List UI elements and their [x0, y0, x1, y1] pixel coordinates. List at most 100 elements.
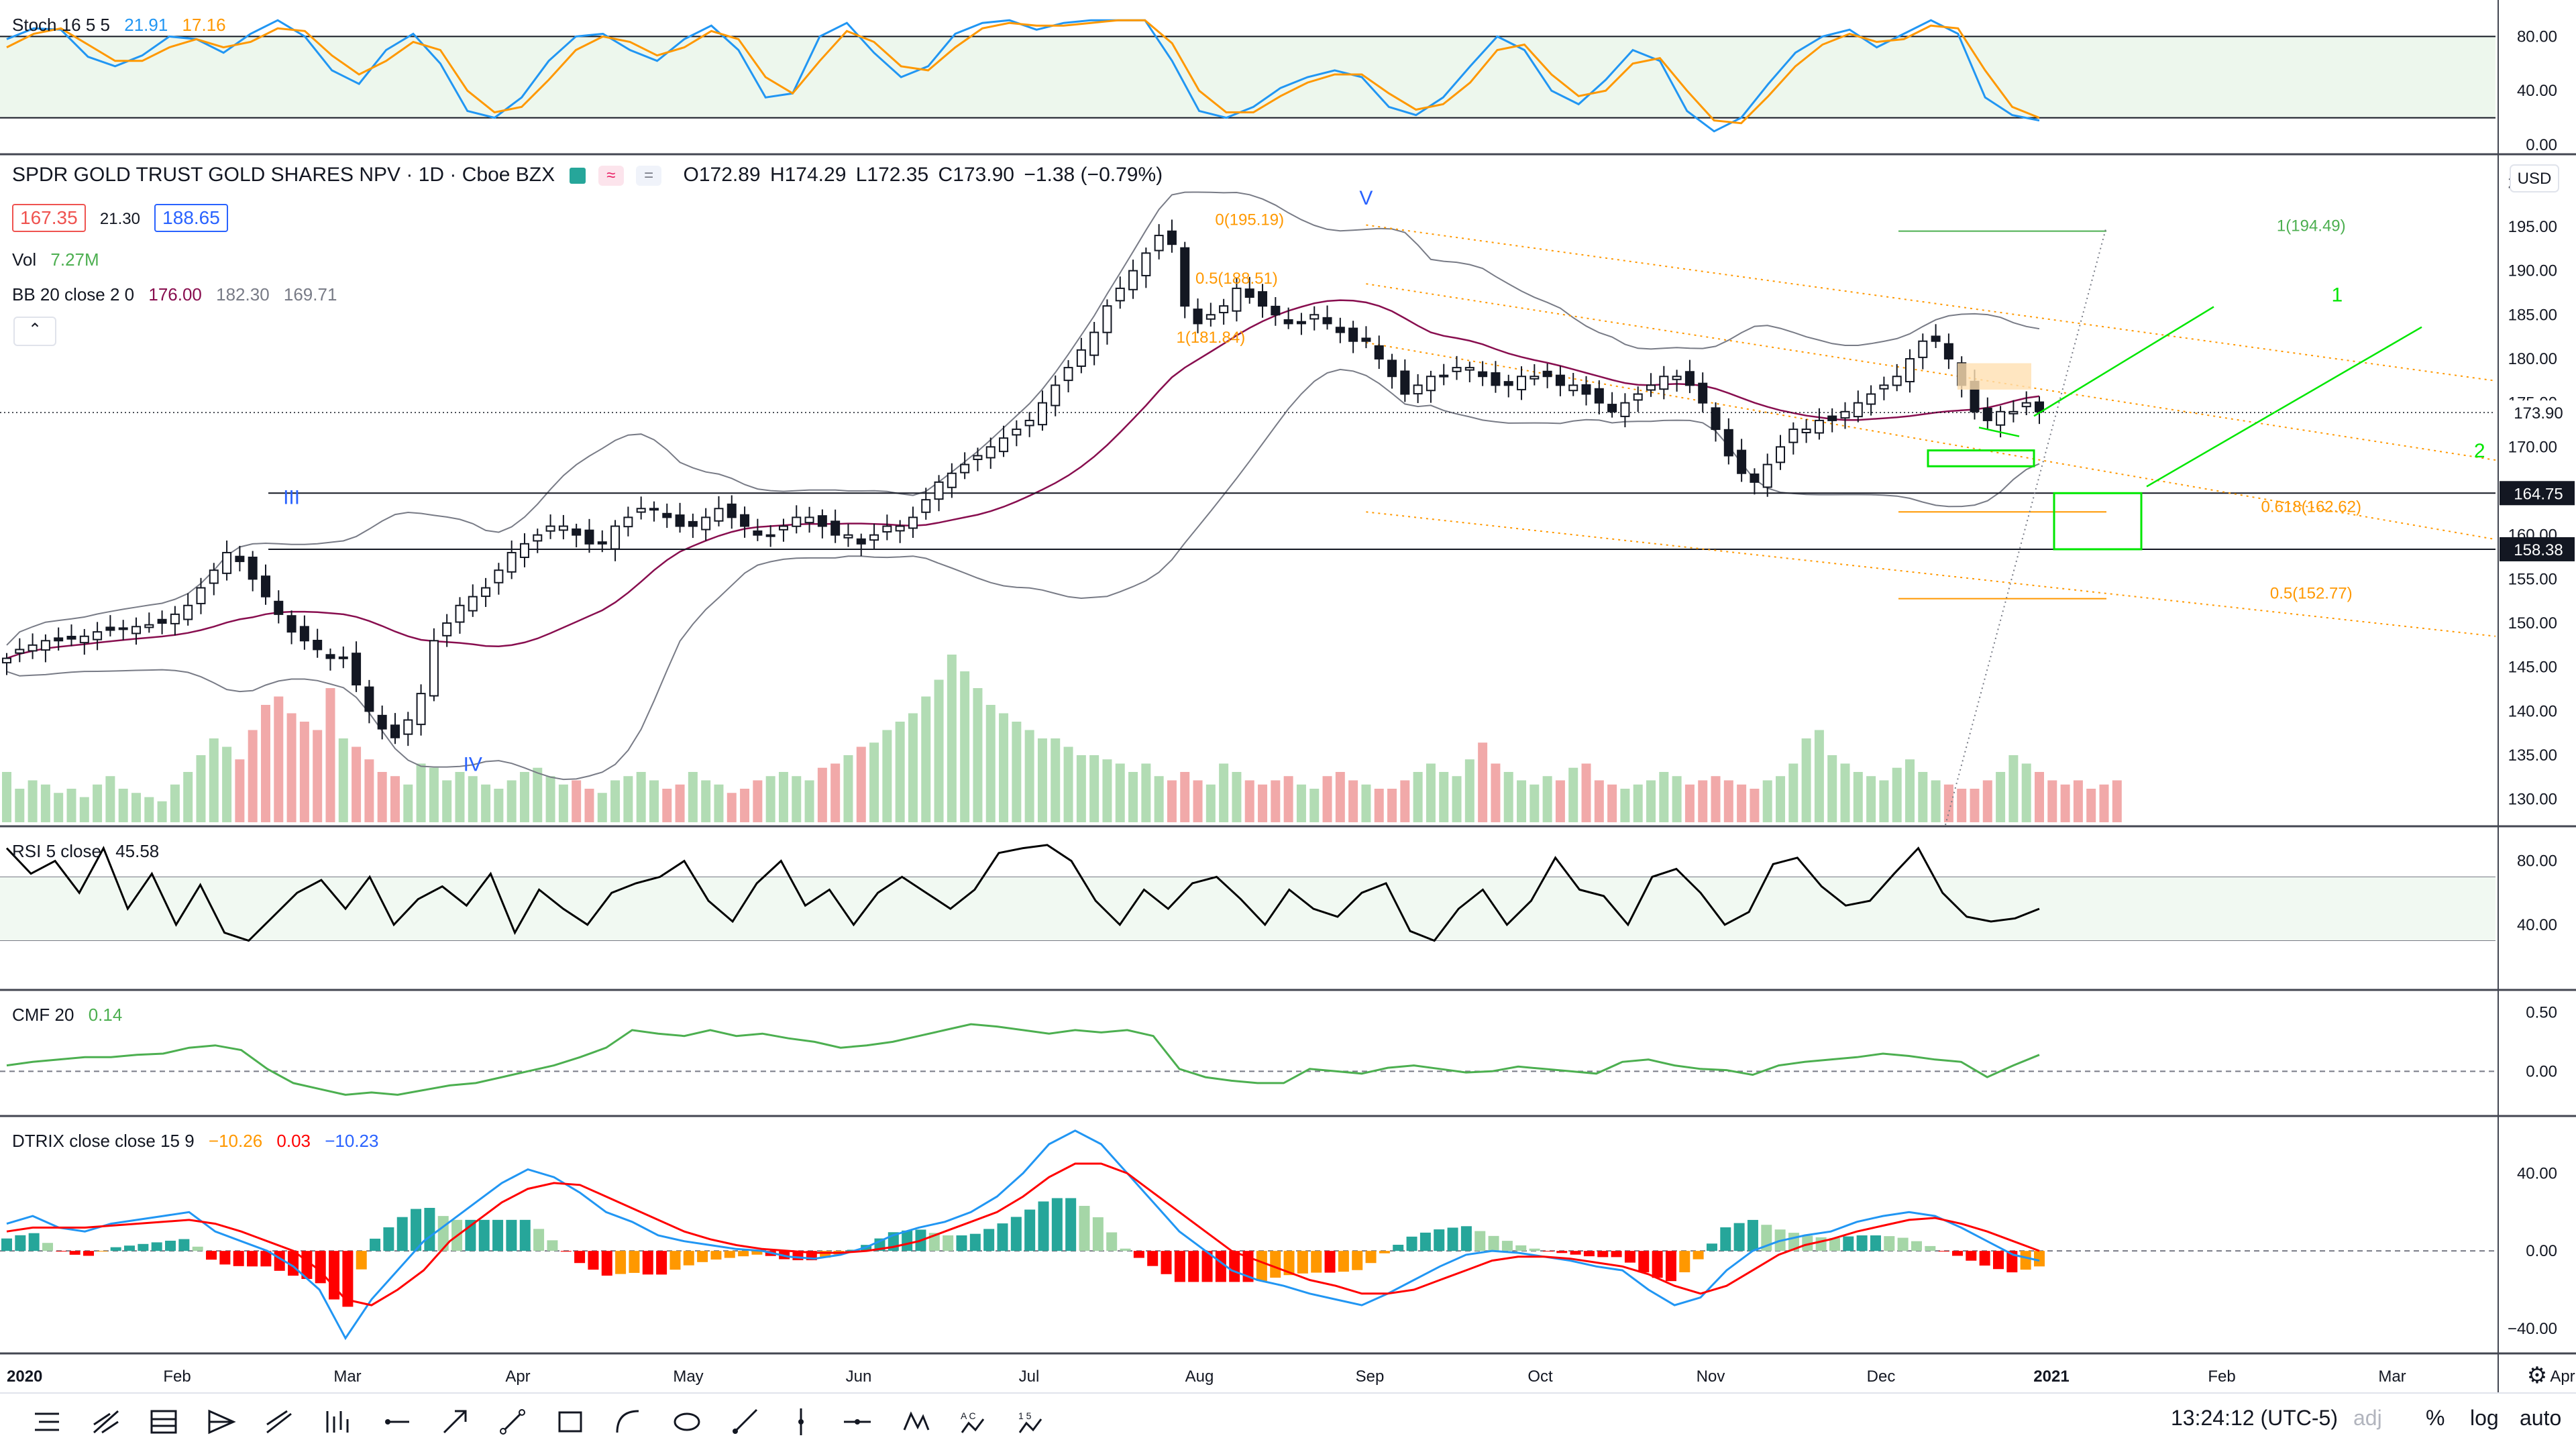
dtrix-histogram-bar — [1815, 1237, 1827, 1251]
channel-line — [1366, 511, 2496, 637]
gann-tool[interactable] — [201, 1402, 241, 1442]
volume-bar — [623, 776, 633, 822]
chart-annotation: III — [283, 487, 300, 509]
volume-bar — [882, 730, 892, 822]
interval-label[interactable]: 1D — [418, 164, 445, 186]
volume-bar — [79, 797, 89, 822]
entry-zone-box — [1927, 449, 2035, 467]
horizontal-lines-tool[interactable] — [27, 1402, 67, 1442]
dtrix-histogram-bar — [956, 1235, 967, 1251]
volume-legend-value: 7.27M — [50, 249, 99, 270]
adj-toggle[interactable]: adj — [2353, 1406, 2382, 1430]
candle-body — [1996, 410, 2006, 426]
candle-body — [1750, 473, 1760, 483]
open-value: O172.89 — [683, 164, 761, 186]
dtrix-histogram-bar — [1, 1238, 12, 1251]
compare-icon[interactable]: ≈ — [598, 166, 624, 186]
chart-annotation: 0(195.19) — [1215, 211, 1284, 229]
candle-body — [1205, 314, 1216, 320]
volume-bar — [1037, 738, 1047, 822]
y-tick-label: 185.00 — [2508, 306, 2557, 324]
candle-body — [1788, 429, 1799, 443]
log-toggle[interactable]: log — [2470, 1406, 2499, 1430]
x-tick-label: Feb — [2208, 1368, 2235, 1386]
ask-price-box[interactable]: 188.65 — [154, 204, 228, 232]
candle-body — [1931, 335, 1941, 342]
candle-body — [40, 640, 50, 651]
fib-icon — [150, 1410, 177, 1434]
candle-body — [1723, 429, 1733, 457]
candle-body — [494, 569, 504, 583]
candle-body — [248, 556, 258, 580]
ray-tool[interactable] — [724, 1402, 765, 1442]
settings-gear-icon[interactable]: ⚙ — [2527, 1362, 2547, 1389]
rectangle-tool[interactable] — [550, 1402, 590, 1442]
bb-lower-line — [6, 368, 2040, 781]
dtrix-histogram-bar — [424, 1207, 435, 1251]
auto-toggle[interactable]: auto — [2520, 1406, 2562, 1430]
volume-bar — [1698, 780, 1708, 822]
volume-bar — [1529, 784, 1540, 822]
collapse-legend-button[interactable]: ⌃ — [13, 317, 56, 346]
trend-line-tool[interactable] — [492, 1402, 533, 1442]
dtrix-histogram-bar — [342, 1251, 354, 1307]
bid-price-box[interactable]: 167.35 — [12, 204, 86, 232]
y-tick-label: 170.00 — [2508, 438, 2557, 456]
trend-angle-tool[interactable] — [259, 1402, 299, 1442]
volume-bar — [2047, 780, 2057, 822]
indicator-toggle-icon[interactable]: = — [636, 166, 662, 186]
volume-bar — [222, 746, 232, 822]
volume-bar — [701, 780, 711, 822]
candle-body — [830, 520, 841, 536]
y-tick-label: −40.00 — [2508, 1320, 2557, 1338]
clock-readout[interactable]: 13:24:12 (UTC-5) — [2171, 1406, 2338, 1430]
candle-body — [1296, 321, 1306, 325]
dtrix-histogram-bar — [206, 1251, 217, 1260]
dtrix-histogram-bar — [1174, 1251, 1185, 1282]
elliott-wave-tool[interactable]: 1 5 — [1012, 1402, 1052, 1442]
ellipse-icon — [674, 1412, 700, 1431]
arc-tool[interactable] — [608, 1402, 648, 1442]
dtrix-histogram-bar — [724, 1251, 735, 1258]
gann-icon — [208, 1409, 236, 1435]
abc-pattern-tool[interactable]: A C — [954, 1402, 994, 1442]
chart-canvas[interactable]: 80.00 40.00 0.00 III IV V 0(195.19) 0.5(188.51)… — [0, 0, 2576, 1392]
fib-retracement-tool[interactable] — [144, 1402, 184, 1442]
abc-icon: A C — [961, 1410, 985, 1433]
symbol-name[interactable]: SPDR GOLD TRUST GOLD SHARES NPV — [12, 164, 401, 186]
trade-price-boxes: 167.35 21.30 188.65 — [12, 204, 237, 232]
rsi-line — [5, 844, 2040, 942]
y-tick-label: 0.00 — [2526, 1062, 2557, 1080]
dtrix-histogram-bar — [1665, 1251, 1676, 1282]
vertical-line-tool[interactable] — [781, 1402, 821, 1442]
pitchfork-tool[interactable] — [86, 1402, 126, 1442]
volume-bar — [416, 763, 426, 822]
y-tick-label: 40.00 — [2517, 1164, 2557, 1182]
dtrix-histogram-bar — [260, 1251, 272, 1267]
candle-body — [649, 508, 659, 511]
volume-bar — [1076, 755, 1086, 822]
horizontal-ray-tool[interactable] — [376, 1402, 416, 1442]
horizontal-line-tool[interactable] — [837, 1402, 877, 1442]
candle-body — [843, 534, 853, 539]
volume-bar — [1452, 776, 1462, 822]
dtrix-histogram-bar — [1884, 1236, 1895, 1251]
candle-body — [313, 639, 323, 651]
patterns-tool[interactable] — [317, 1402, 357, 1442]
dtrix-histogram-bar — [83, 1251, 95, 1256]
arrow-tool[interactable] — [435, 1402, 475, 1442]
volume-bar — [1970, 789, 1980, 822]
candle-body — [675, 514, 685, 527]
volume-bar — [1788, 763, 1799, 822]
percent-toggle[interactable]: % — [2426, 1406, 2445, 1430]
volume-bar — [1219, 763, 1229, 822]
dtrix-histogram-bar — [1925, 1245, 1936, 1251]
channel-line — [1366, 341, 2496, 541]
dtrix-histogram-bar — [1079, 1205, 1090, 1251]
ellipse-tool[interactable] — [667, 1402, 707, 1442]
dtrix-histogram-bar — [1624, 1251, 1635, 1263]
low-value: L172.35 — [855, 164, 929, 186]
xabcd-pattern-tool[interactable] — [896, 1402, 936, 1442]
dtrix-histogram-bar — [1215, 1251, 1226, 1282]
